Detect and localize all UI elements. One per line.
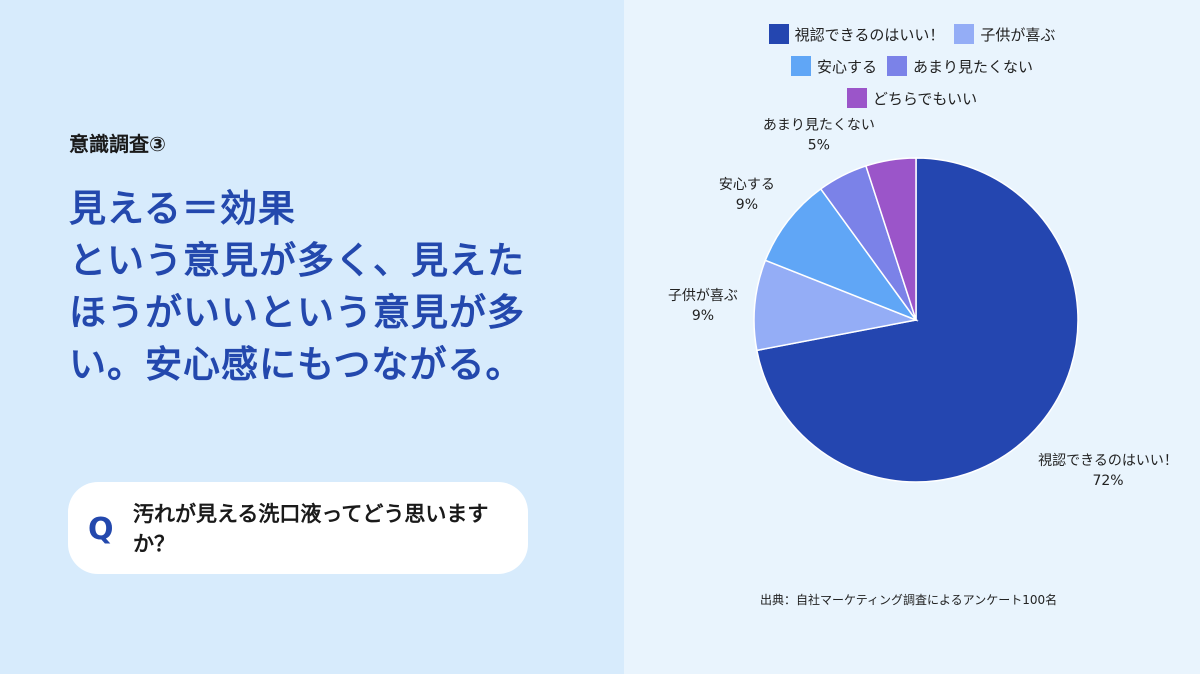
pie-slice [864,157,917,321]
legend-item: 視認できるのはいい！ [768,24,945,45]
source-note: 出典：自社マーケティング調査によるアンケート100名 [760,593,1058,607]
slice-label: 安心する 9% [719,177,775,213]
question-mark-label: Q [88,512,114,547]
legend-label: 子供が喜ぶ [980,25,1056,44]
chart-legend: 視認できるのはいい！ 子供が喜ぶ 安心する あまり見たくない どちらでもいい [624,18,1200,114]
slice-value-label: 5% [808,137,830,153]
legend-swatch [768,24,789,44]
slice-label: あまり見たくない 5% [763,117,875,153]
headline-line: という意見が多く、見えたほうがいいという意見が多い。安心感にもつながる。 [69,239,525,386]
legend-swatch [887,56,907,76]
slice-value-label: 9% [692,308,714,324]
left-panel: 意識調査③ 見える＝効果 という意見が多く、見えたほうがいいという意見が多い。安… [0,0,624,674]
slice-label: 視認できるのはいい！ 72% [1038,453,1178,489]
pie-slice [753,259,919,352]
legend-item: 子供が喜ぶ [954,24,1055,45]
legend-item: どちらでもいい [846,88,978,109]
slice-category-label: 視認できるのはいい！ [1038,453,1178,469]
headline: 見える＝効果 という意見が多く、見えたほうがいいという意見が多い。安心感にもつな… [69,183,539,391]
slice-category-label: 安心する [719,177,775,193]
pie-slice [764,187,919,322]
headline-line: 見える＝効果 [69,187,296,230]
legend-swatch [846,88,867,108]
legend-label: どちらでもいい [872,89,978,108]
slice-category-label: 子供が喜ぶ [668,288,738,304]
section-kicker: 意識調査③ [69,132,166,156]
legend-swatch [790,56,811,76]
pie-chart: 視認できるのはいい！ 72% 子供が喜ぶ 9% 安心する 9% あまり見たくない 5% [668,117,1178,489]
slice-label: 子供が喜ぶ 9% [668,288,738,324]
legend-label: あまり見たくない [913,57,1034,76]
legend-label: 視認できるのはいい！ [794,25,945,44]
slice-value-label: 9% [736,197,758,213]
question-text: 汚れが見える洗口液ってどう思いますか？ [133,502,489,556]
slice-value-label: 72% [1092,473,1123,489]
question-box: Q 汚れが見える洗口液ってどう思いますか？ [68,482,528,574]
legend-item: あまり見たくない [887,56,1033,77]
legend-item: 安心する [790,56,877,77]
legend-swatch [954,24,975,44]
legend-label: 安心する [816,57,877,76]
slice-category-label: あまり見たくない [763,117,875,133]
